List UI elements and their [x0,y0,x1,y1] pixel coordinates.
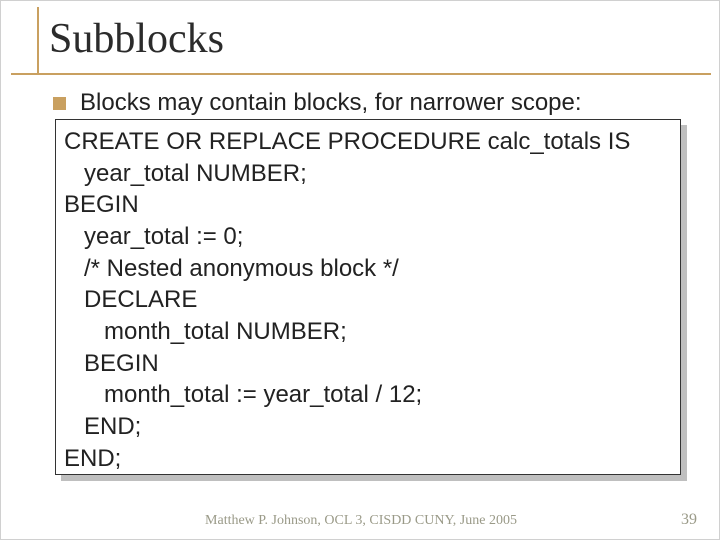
code-line: CREATE OR REPLACE PROCEDURE calc_totals … [64,126,672,158]
code-line: month_total := year_total / 12; [64,379,672,411]
code-box: CREATE OR REPLACE PROCEDURE calc_totals … [55,119,681,475]
slide: Subblocks Blocks may contain blocks, for… [0,0,720,540]
footer-text: Matthew P. Johnson, OCL 3, CISDD CUNY, J… [1,513,720,529]
code-line: END; [64,443,672,475]
code-line: /* Nested anonymous block */ [64,253,672,285]
code-line: year_total NUMBER; [64,158,672,190]
page-number: 39 [681,511,697,529]
title-vertical-rule [37,7,39,73]
code-line: DECLARE [64,284,672,316]
slide-title: Subblocks [49,15,224,63]
content-area: Blocks may contain blocks, for narrower … [53,89,693,123]
code-line: BEGIN [64,348,672,380]
code-line: BEGIN [64,189,672,221]
bullet-text: Blocks may contain blocks, for narrower … [80,89,582,117]
bullet-row: Blocks may contain blocks, for narrower … [53,89,693,117]
title-horizontal-rule [11,73,711,75]
square-bullet-icon [53,97,66,110]
code-line: END; [64,411,672,443]
code-line: year_total := 0; [64,221,672,253]
code-line: month_total NUMBER; [64,316,672,348]
